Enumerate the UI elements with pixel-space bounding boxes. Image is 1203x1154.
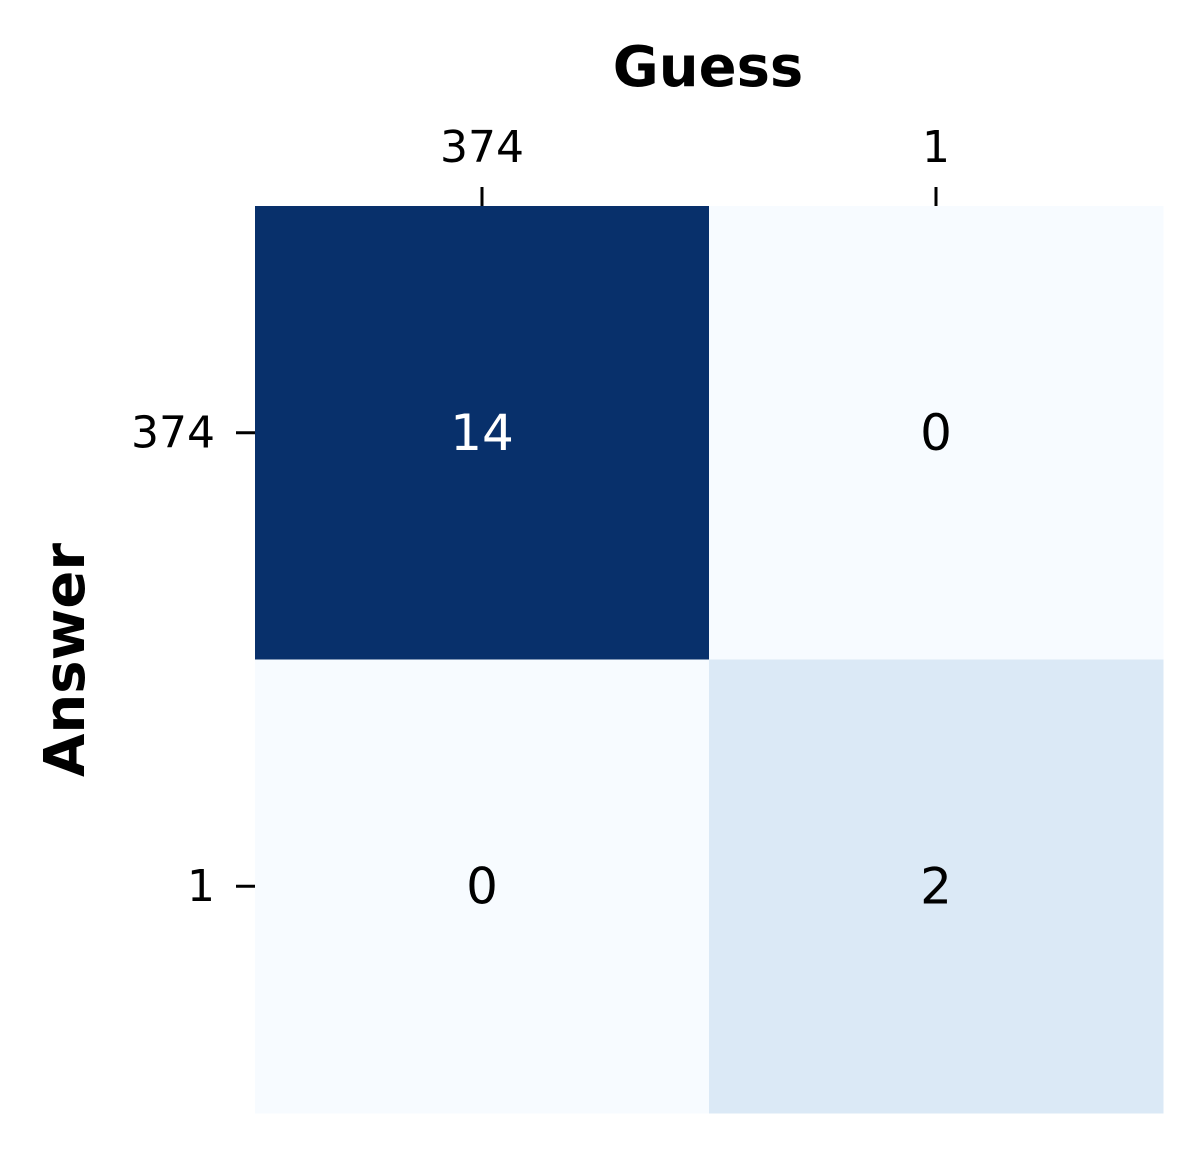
heatmap-cell-1-374 <box>255 659 710 1114</box>
x-axis-title: Guess <box>613 35 803 100</box>
y-tick-label: 374 <box>131 407 215 458</box>
y-tick-label: 1 <box>187 861 215 912</box>
heatmap-cell-1-1 <box>709 659 1164 1114</box>
cell-value-label: 2 <box>920 857 952 915</box>
cell-value-label: 14 <box>450 404 514 462</box>
y-axis-title: Answer <box>33 543 98 777</box>
heatmap-cell-374-374 <box>255 206 710 660</box>
x-axis-ticks: 374 1 <box>440 122 950 206</box>
cell-value-label: 0 <box>920 404 952 462</box>
y-axis-ticks: 374 1 <box>131 407 255 912</box>
heatmap-cells: 14 0 0 2 <box>255 206 1164 1114</box>
x-tick-label: 1 <box>922 122 950 173</box>
heatmap-cell-374-1 <box>709 206 1164 660</box>
x-tick-label: 374 <box>440 122 524 173</box>
cell-value-label: 0 <box>466 857 498 915</box>
